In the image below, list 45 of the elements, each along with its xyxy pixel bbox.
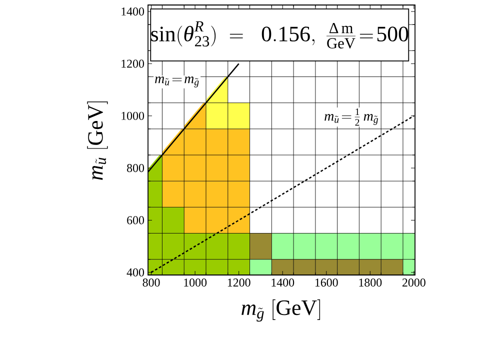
point bbox=[337, 233, 360, 260]
point bbox=[228, 102, 250, 129]
y-tick-label: 400 bbox=[126, 268, 144, 276]
annotation: $m_{\tilde u}\!=\!m_{\tilde g}$ bbox=[155, 76, 199, 88]
point bbox=[228, 128, 250, 155]
y-tick-label: 600 bbox=[127, 216, 144, 224]
point bbox=[228, 233, 250, 260]
point bbox=[206, 155, 228, 182]
annotation: $m_{\tilde u}\!=\!\frac{1}{2}\,m_{\tilde g}$ bbox=[324, 108, 378, 126]
x-axis-title: $m_{\tilde g}\;[\mathrm{GeV}]$ bbox=[242, 299, 320, 322]
x-tick-label: 1600 bbox=[315, 278, 338, 287]
y-tick-label: 800 bbox=[127, 164, 144, 172]
point bbox=[272, 233, 294, 260]
point bbox=[294, 233, 316, 260]
x-tick-label: 1000 bbox=[184, 278, 207, 287]
point bbox=[162, 155, 184, 182]
point bbox=[228, 181, 250, 208]
x-tick-label: 1800 bbox=[359, 278, 382, 287]
y-tick-label: 1200 bbox=[122, 60, 144, 68]
point bbox=[162, 233, 184, 260]
point bbox=[162, 207, 184, 234]
point bbox=[184, 155, 206, 182]
point bbox=[206, 128, 228, 155]
x-tick-label: 1200 bbox=[228, 278, 250, 287]
point bbox=[184, 207, 206, 234]
point bbox=[206, 181, 228, 208]
x-tick-label: 800 bbox=[142, 278, 160, 287]
point bbox=[228, 207, 250, 234]
point bbox=[359, 233, 382, 260]
point bbox=[184, 233, 206, 260]
point bbox=[206, 207, 228, 234]
x-tick-label: 2000 bbox=[402, 278, 426, 287]
y-tick-label: 1000 bbox=[122, 112, 144, 120]
point bbox=[206, 233, 228, 260]
point bbox=[228, 155, 250, 182]
y-axis-title: $m_{\tilde u}\;[\mathrm{GeV}]$ bbox=[87, 101, 108, 180]
point bbox=[250, 233, 272, 260]
point bbox=[381, 233, 403, 260]
point bbox=[184, 181, 206, 208]
point bbox=[206, 102, 228, 129]
x-tick-label: 1400 bbox=[272, 278, 294, 287]
y-tick-label: 1400 bbox=[122, 7, 144, 16]
point bbox=[315, 233, 338, 260]
point bbox=[162, 181, 184, 208]
point bbox=[184, 128, 206, 155]
